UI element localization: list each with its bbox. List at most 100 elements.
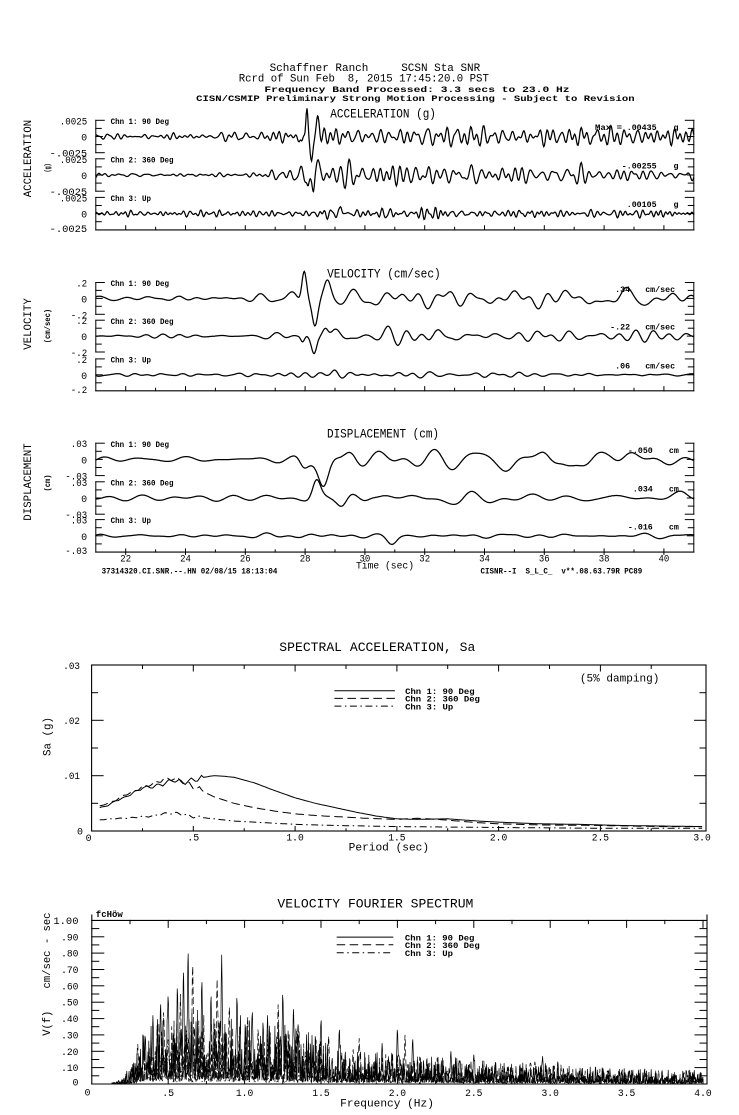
svg-text:Frequency (Hz): Frequency (Hz) — [340, 1098, 434, 1110]
svg-text:.70: .70 — [61, 966, 78, 977]
svg-text:fcHöw: fcHöw — [96, 910, 124, 920]
svg-text:0: 0 — [81, 372, 87, 383]
svg-text:37314320.CI.SNR.--.HN 02/08/15: 37314320.CI.SNR.--.HN 02/08/15 18:13:04 — [102, 568, 278, 576]
svg-text:.06: .06 — [615, 362, 630, 371]
svg-text:40: 40 — [659, 553, 670, 565]
svg-text:.10: .10 — [61, 1064, 78, 1075]
svg-text:28: 28 — [300, 553, 311, 565]
svg-text:Chn 1: 90 Deg: Chn 1: 90 Deg — [111, 279, 169, 289]
svg-text:2.5: 2.5 — [465, 1089, 482, 1100]
svg-text:.0025: .0025 — [60, 194, 87, 205]
svg-text:-.03: -.03 — [65, 511, 87, 522]
svg-text:34: 34 — [479, 553, 490, 565]
svg-text:Chn 1: 90 Deg: Chn 1: 90 Deg — [405, 933, 475, 943]
svg-text:1.5: 1.5 — [388, 834, 405, 845]
svg-text:3.0: 3.0 — [542, 1089, 559, 1100]
svg-text:0: 0 — [77, 828, 83, 839]
svg-text:1.5: 1.5 — [312, 1089, 329, 1100]
svg-text:Chn 2: 360 Deg: Chn 2: 360 Deg — [405, 695, 480, 705]
svg-text:g: g — [674, 124, 679, 133]
svg-text:cm: cm — [669, 523, 679, 532]
svg-text:Rcrd of Sun Feb 8, 2015 17:45: Rcrd of Sun Feb 8, 2015 17:45:20.0 PST — [239, 73, 490, 85]
svg-text:.0025: .0025 — [60, 117, 87, 128]
svg-text:.03: .03 — [63, 662, 80, 673]
svg-text:Chn 2: 360 Deg: Chn 2: 360 Deg — [405, 941, 480, 951]
svg-text:.90: .90 — [61, 933, 78, 944]
svg-text:Chn 3: Up: Chn 3: Up — [111, 516, 151, 526]
svg-text:Chn 3: Up: Chn 3: Up — [111, 356, 151, 366]
svg-text:0: 0 — [86, 834, 92, 845]
svg-text:.2: .2 — [76, 317, 87, 328]
svg-text:.20: .20 — [61, 1048, 78, 1059]
svg-text:Chn 1: 90 Deg: Chn 1: 90 Deg — [405, 687, 475, 697]
svg-text:.50: .50 — [61, 999, 78, 1010]
svg-text:cm: cm — [669, 486, 679, 495]
svg-text:2.5: 2.5 — [592, 834, 609, 845]
svg-text:.5: .5 — [187, 834, 199, 845]
svg-text:-.050: -.050 — [628, 447, 653, 456]
svg-text:.02: .02 — [63, 717, 80, 728]
svg-text:1.0: 1.0 — [286, 834, 303, 845]
svg-text:(cm/sec): (cm/sec) — [44, 309, 53, 344]
svg-text:0: 0 — [81, 533, 87, 544]
svg-text:-.0025: -.0025 — [50, 225, 88, 236]
svg-text:1.00: 1.00 — [53, 917, 78, 928]
svg-text:.03: .03 — [71, 517, 87, 528]
svg-text:30: 30 — [360, 553, 371, 565]
svg-text:.60: .60 — [61, 982, 78, 993]
svg-text:Time (sec): Time (sec) — [356, 561, 414, 573]
svg-text:-.2: -.2 — [71, 311, 87, 322]
svg-text:Chn 2: 360 Deg: Chn 2: 360 Deg — [111, 317, 174, 327]
svg-text:-.00255: -.00255 — [622, 163, 657, 172]
svg-text:0: 0 — [84, 1089, 90, 1100]
svg-text:(g): (g) — [44, 163, 53, 172]
svg-text:VELOCITY FOURIER SPECTRUM: VELOCITY FOURIER SPECTRUM — [277, 896, 473, 911]
svg-text:Chn 3: Up: Chn 3: Up — [111, 194, 151, 204]
svg-text:cm/sec: cm/sec — [645, 285, 675, 295]
svg-text:-.016: -.016 — [628, 523, 653, 532]
svg-text:-.2: -.2 — [71, 386, 87, 397]
svg-text:22: 22 — [120, 553, 131, 565]
svg-text:ACCELERATION: ACCELERATION — [23, 120, 35, 197]
svg-text:CISNR--I S_L_C_ v**.08.63.79: CISNR--I S_L_C_ v**.08.63.79R PC89 — [481, 568, 643, 576]
svg-text:DISPLACEMENT (cm): DISPLACEMENT (cm) — [327, 426, 439, 441]
svg-text:0: 0 — [81, 211, 87, 222]
svg-text:(5% damping): (5% damping) — [580, 674, 660, 686]
svg-text:g: g — [674, 201, 679, 210]
svg-text:.034: .034 — [633, 486, 653, 495]
svg-text:cm/sec: cm/sec — [645, 323, 675, 333]
svg-text:-.0025: -.0025 — [50, 188, 88, 199]
svg-text:38: 38 — [599, 553, 610, 565]
svg-text:26: 26 — [240, 553, 251, 565]
svg-text:V(f): V(f) — [42, 1011, 54, 1036]
svg-text:-.2: -.2 — [71, 349, 87, 360]
svg-text:0: 0 — [72, 1079, 78, 1090]
svg-text:0: 0 — [81, 456, 87, 467]
svg-text:0: 0 — [81, 495, 87, 506]
svg-text:2.0: 2.0 — [389, 1089, 406, 1100]
svg-text:cm: cm — [669, 447, 679, 456]
svg-text:Frequency Band Processed: 3.3: Frequency Band Processed: 3.3 secs to 23… — [264, 85, 569, 95]
svg-text:ACCELERATION (g): ACCELERATION (g) — [330, 107, 436, 122]
svg-text:VELOCITY: VELOCITY — [23, 298, 35, 350]
svg-text:36: 36 — [539, 553, 550, 565]
svg-text:Chn 1: 90 Deg: Chn 1: 90 Deg — [111, 440, 169, 450]
svg-text:.80: .80 — [61, 950, 78, 961]
svg-text:g: g — [674, 163, 679, 172]
svg-text:3.0: 3.0 — [693, 834, 710, 845]
svg-text:Sa (g): Sa (g) — [43, 717, 55, 756]
svg-text:.5: .5 — [162, 1089, 174, 1100]
svg-text:24: 24 — [180, 553, 191, 565]
svg-text:3.5: 3.5 — [618, 1089, 635, 1100]
svg-text:.03: .03 — [71, 440, 87, 451]
svg-text:.2: .2 — [76, 356, 87, 367]
svg-text:Chn 1: 90 Deg: Chn 1: 90 Deg — [111, 117, 169, 127]
svg-text:CISN/CSMIP Preliminary Strong: CISN/CSMIP Preliminary Strong Motion Pro… — [196, 94, 634, 104]
svg-text:cm/sec: cm/sec — [645, 361, 675, 371]
svg-text:2.0: 2.0 — [490, 834, 507, 845]
svg-text:.0025: .0025 — [60, 156, 87, 167]
svg-text:(cm): (cm) — [44, 475, 53, 492]
svg-text:.03: .03 — [71, 479, 87, 490]
svg-text:-.0025: -.0025 — [50, 150, 88, 161]
svg-text:0: 0 — [81, 295, 87, 306]
